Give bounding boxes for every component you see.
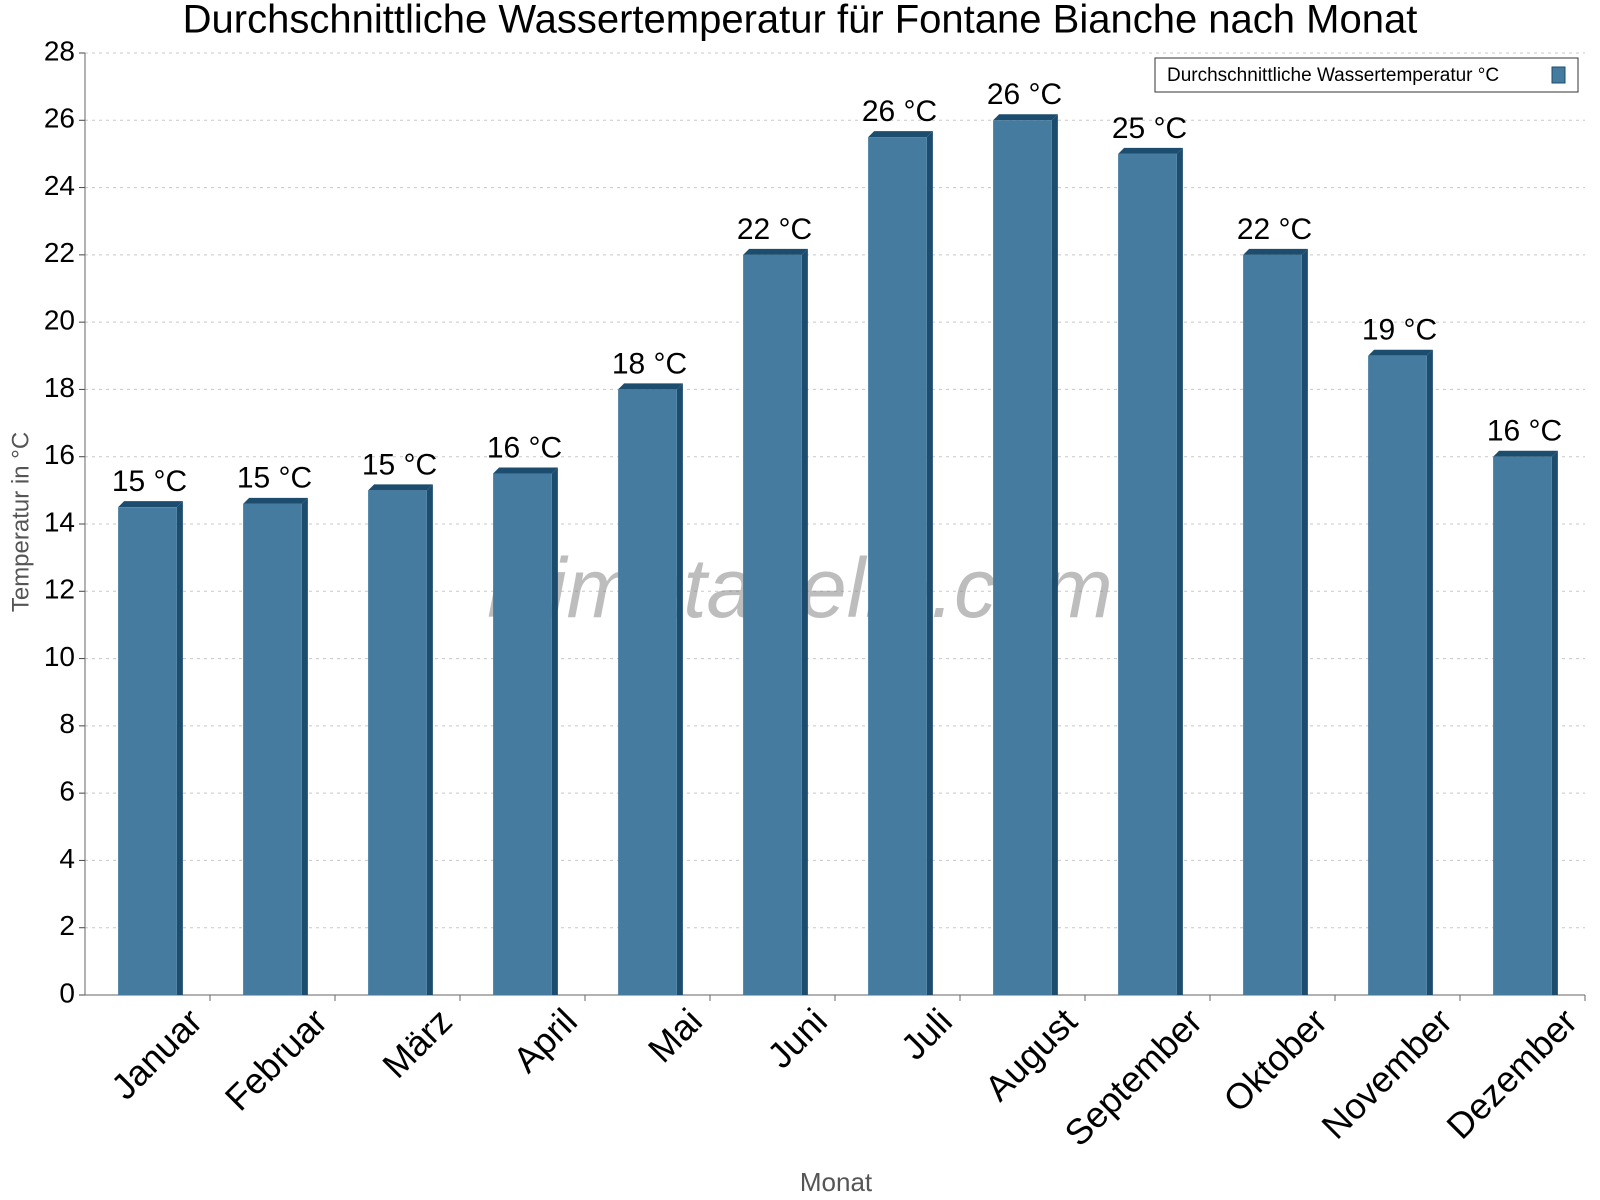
y-tick-label: 14 xyxy=(44,506,75,537)
bar xyxy=(1493,456,1552,995)
value-label: 16 °C xyxy=(1487,415,1562,448)
bar xyxy=(1368,355,1427,995)
bar-top xyxy=(1118,147,1183,154)
x-tick-label: Oktober xyxy=(1215,1000,1335,1120)
y-tick-label: 22 xyxy=(44,237,75,268)
legend-box xyxy=(1154,57,1579,93)
y-tick-label: 8 xyxy=(59,708,75,739)
y-axis-label: Temperatur in °C xyxy=(7,432,34,612)
y-tick-label: 12 xyxy=(44,574,75,605)
value-label: 26 °C xyxy=(862,95,937,128)
bar-side xyxy=(926,131,933,995)
value-label: 15 °C xyxy=(237,462,312,495)
bar xyxy=(743,254,802,995)
x-tick-label: Juli xyxy=(893,1000,960,1067)
bar-side xyxy=(1426,349,1433,995)
x-tick-label: Januar xyxy=(103,1000,210,1107)
bar-top xyxy=(368,484,433,491)
value-label: 25 °C xyxy=(1112,112,1187,145)
y-tick-label: 2 xyxy=(59,910,75,941)
bar xyxy=(618,389,677,995)
x-tick-label: Februar xyxy=(217,1000,335,1118)
y-tick-label: 24 xyxy=(44,170,75,201)
bar-side xyxy=(676,383,683,995)
bar-side xyxy=(1301,248,1308,995)
y-tick-label: 18 xyxy=(44,372,75,403)
bar xyxy=(493,473,552,995)
bar xyxy=(868,137,927,995)
x-tick-label: Dezember xyxy=(1438,1000,1584,1146)
bar-side xyxy=(301,497,308,995)
bar-side xyxy=(1551,450,1558,995)
bar-top xyxy=(1368,349,1433,356)
value-label: 15 °C xyxy=(112,465,187,498)
bar-top xyxy=(618,383,683,390)
x-tick-label: Mai xyxy=(640,1000,710,1070)
legend-swatch xyxy=(1551,66,1566,84)
y-tick-label: 10 xyxy=(44,641,75,672)
bar-side xyxy=(1051,114,1058,996)
y-tick-label: 28 xyxy=(44,35,75,66)
y-tick-label: 4 xyxy=(59,843,75,874)
x-tick-label: Juni xyxy=(759,1000,835,1076)
y-tick-label: 0 xyxy=(59,977,75,1008)
bar-side xyxy=(176,501,183,995)
bar xyxy=(993,120,1052,996)
x-axis-label: Monat xyxy=(800,1167,873,1197)
bar xyxy=(368,490,427,995)
bar-top xyxy=(993,114,1058,121)
x-tick-label: August xyxy=(977,1000,1085,1108)
bar-side xyxy=(426,484,433,995)
x-tick-label: März xyxy=(374,1000,460,1086)
value-label: 16 °C xyxy=(487,431,562,464)
value-label: 18 °C xyxy=(612,347,687,380)
y-tick-label: 16 xyxy=(44,439,75,470)
bar-top xyxy=(1493,450,1558,457)
bar-side xyxy=(551,467,558,995)
y-tick-label: 6 xyxy=(59,776,75,807)
value-label: 22 °C xyxy=(1237,213,1312,246)
x-tick-label: April xyxy=(505,1000,585,1080)
bar-top xyxy=(118,501,183,508)
value-label: 22 °C xyxy=(737,213,812,246)
x-tick-label: November xyxy=(1313,1000,1459,1146)
bar-top xyxy=(1243,248,1308,255)
bar xyxy=(243,503,302,995)
bar xyxy=(1243,254,1302,995)
bar-top xyxy=(743,248,808,255)
bar-top xyxy=(493,467,558,474)
bar-side xyxy=(801,248,808,995)
value-label: 26 °C xyxy=(987,78,1062,111)
x-tick-label: September xyxy=(1056,1000,1210,1154)
value-label: 15 °C xyxy=(362,448,437,481)
bar-top xyxy=(243,497,308,504)
bar xyxy=(1118,153,1177,995)
value-label: 19 °C xyxy=(1362,314,1437,347)
bar-top xyxy=(868,131,933,138)
legend-label: Durchschnittliche Wassertemperatur °C xyxy=(1167,65,1499,86)
y-tick-label: 26 xyxy=(44,103,75,134)
y-tick-label: 20 xyxy=(44,305,75,336)
bar-side xyxy=(1176,147,1183,995)
chart-title: Durchschnittliche Wassertemperatur für F… xyxy=(183,0,1418,42)
bar xyxy=(118,507,177,995)
